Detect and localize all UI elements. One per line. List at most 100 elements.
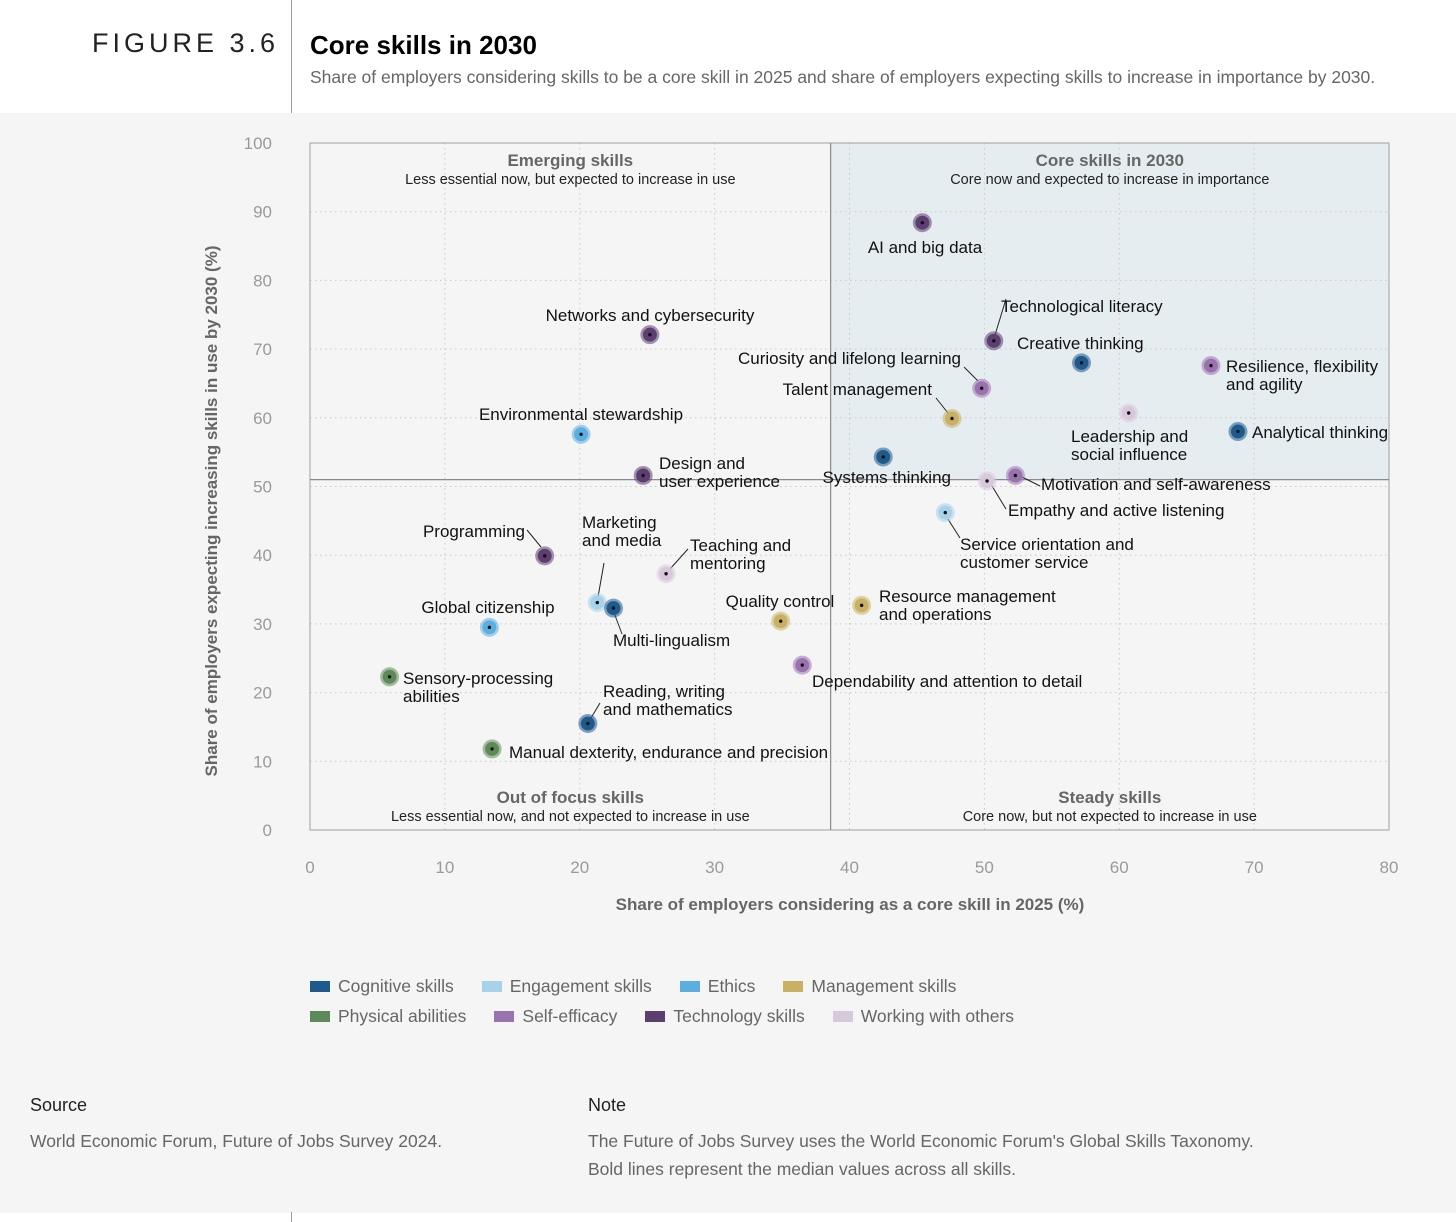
legend-item: Physical abilities [310,1006,466,1027]
y-tick-label: 100 [244,134,272,153]
point-center [487,625,492,630]
legend-item: Working with others [832,1006,1014,1027]
data-point [792,655,812,675]
label-line: Leadership and [1071,427,1188,446]
data-point [1005,466,1025,486]
point-label: Technological literacy [1001,297,1163,316]
point-label: Multi-lingualism [613,631,730,650]
point-center [1209,363,1213,368]
label-line: Marketing [582,513,657,532]
point-label: Creative thinking [1017,334,1144,353]
label-line: Design and [659,454,745,473]
quadrant-title: Steady skills [1058,788,1161,807]
data-point [984,331,1004,351]
data-points [380,213,1248,759]
legend-item: Technology skills [645,1006,805,1027]
quadrant-subtitle: Less essential now, but expected to incr… [405,172,735,188]
legend-row: Cognitive skills Engagement skills Ethics M… [310,971,1070,1001]
point-label: Quality control [726,592,835,611]
data-point [482,739,502,759]
legend-swatch [783,980,804,992]
point-center [1236,429,1240,434]
point-label: Design and user experience [659,454,780,491]
leader-line [963,366,979,382]
point-center [595,600,599,605]
legend-label: Cognitive skills [338,975,454,996]
point-center [950,416,954,421]
label-line: and operations [879,605,991,624]
point-center [387,675,392,679]
point-label: Marketing and media [582,513,662,550]
quadrant-title: Emerging skills [507,151,633,170]
source-heading: Source [30,1095,88,1115]
quadrant-subtitle: Core now, but not expected to increase i… [963,809,1257,825]
x-tick-label: 0 [305,858,314,877]
point-label: Resource management and operations [879,587,1056,624]
figure-subtitle: Share of employers considering skills to… [310,67,1376,87]
point-center [779,619,783,623]
point-label: Curiosity and lifelong learning [738,349,961,368]
data-point [935,503,955,523]
legend-swatch [310,980,330,992]
note-line: Bold lines represent the median values a… [588,1159,1016,1179]
legend-item: Engagement skills [481,976,652,997]
legend-label: Self-efficacy [522,1005,618,1026]
point-center [579,432,583,436]
legend-swatch [494,1010,515,1022]
point-center [1079,361,1084,365]
point-label: Motivation and self-awareness [1041,475,1271,494]
label-line: user experience [659,472,780,491]
point-center [1013,473,1018,478]
label-line: Service orientation and [960,535,1134,554]
y-tick-labels: 0 10 20 30 40 50 60 70 80 90 100 [244,134,272,840]
legend-item: Management skills [783,976,956,997]
point-label: Analytical thinking [1252,423,1388,442]
legend-item: Self-efficacy [494,1006,617,1027]
scatter-chart: Emerging skills Less essential now, but e… [202,134,1399,914]
quadrant-subtitle: Core now and expected to increase in imp… [950,172,1269,188]
y-tick-label: 20 [253,684,272,703]
label-line: abilities [403,687,460,706]
data-point [603,598,623,618]
plot-frame [309,142,1390,831]
legend-row: Physical abilities Self-efficacy Technolog… [310,1001,1070,1031]
data-point [1071,353,1091,373]
point-label: Talent management [783,380,933,399]
point-label: Global citizenship [421,598,554,617]
data-point [656,564,676,584]
leader-line [1021,476,1041,487]
point-center [881,455,885,459]
y-tick-label: 30 [253,615,272,634]
point-label: AI and big data [868,238,983,257]
quadrant-subtitle: Less essential now, and not expected to … [391,809,750,825]
y-tick-label: 80 [253,271,272,290]
figure-header: FIGURE 3.6 Core skills in 2030 Share of … [0,0,1456,113]
x-tick-label: 80 [1380,858,1399,877]
label-line: and mathematics [603,700,732,719]
data-point [640,325,660,345]
point-center [979,386,984,390]
source-text: World Economic Forum, Future of Jobs Sur… [30,1131,443,1151]
y-tick-label: 0 [263,821,272,840]
legend-swatch [645,1010,666,1022]
data-point [1119,403,1139,423]
label-line: Reading, writing [603,682,725,701]
label-line: and agility [1226,375,1303,394]
point-center [985,479,989,483]
point-label: Leadership and social influence [1071,427,1188,464]
legend-item: Cognitive skills [310,976,454,997]
header-divider [291,0,292,113]
data-point [912,213,932,233]
x-tick-label: 20 [570,858,589,877]
quadrant-labels: Emerging skills Less essential now, but e… [391,151,1269,825]
point-center [542,554,547,558]
data-point [479,617,499,637]
point-center [859,603,864,608]
legend-swatch [832,1010,853,1022]
data-point [633,466,653,486]
point-label: Systems thinking [823,468,952,487]
figure-title: Core skills in 2030 [310,30,537,60]
legend-label: Management skills [811,975,957,996]
data-point [380,667,400,687]
x-axis-title: Share of employers considering as a core… [616,895,1085,914]
